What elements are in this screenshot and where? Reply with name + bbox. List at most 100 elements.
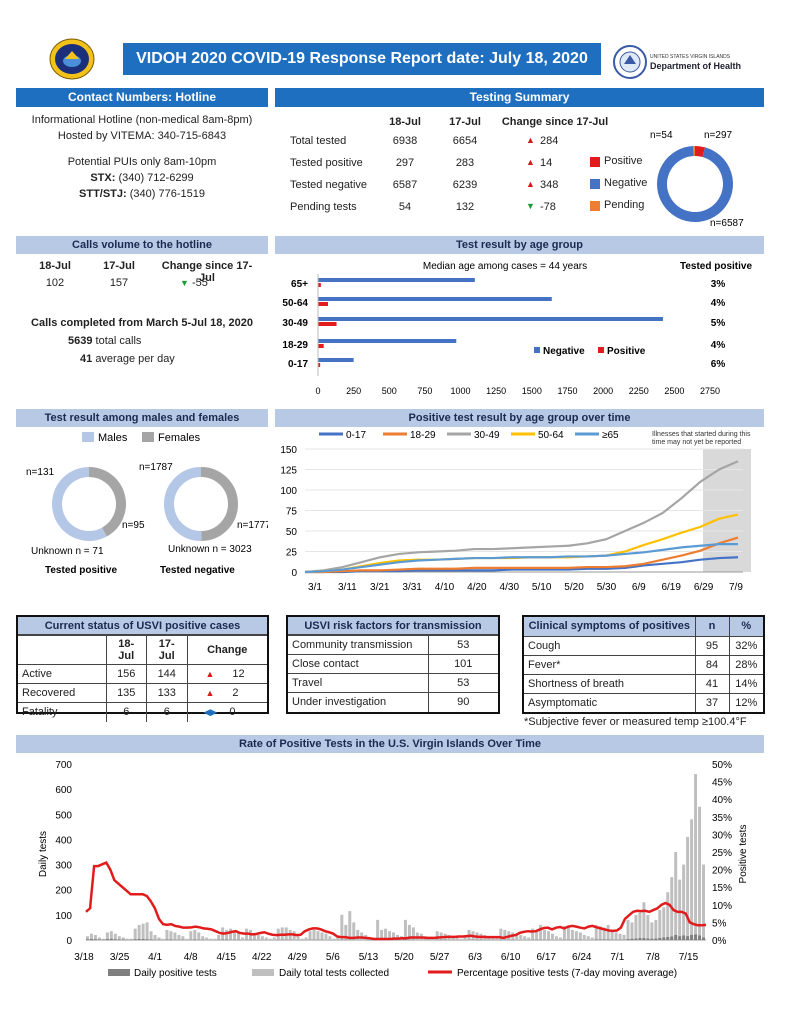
bar-total: [630, 922, 634, 940]
legend-label: ≥65: [602, 430, 619, 441]
pending-swatch: [590, 201, 600, 211]
y-tick-left: 0: [66, 936, 72, 947]
symptoms-footnote: *Subjective fever or measured temp ≥100.…: [524, 716, 747, 728]
bar-positive: [674, 934, 678, 940]
bar-total: [169, 931, 173, 940]
bar-total: [125, 938, 129, 940]
stx-label: STX:: [90, 172, 116, 184]
y-tick-label: 100: [280, 486, 297, 497]
calls-v1: 102: [45, 277, 65, 289]
table-cell: ▲ 12: [186, 664, 267, 684]
bar-total: [89, 933, 93, 940]
bar-total: [658, 909, 662, 940]
bar-total: [177, 934, 181, 940]
age-tick-label: 50-64: [282, 298, 308, 309]
table-cell: 6: [146, 702, 188, 722]
table-cell: 14%: [728, 673, 763, 694]
legend-label: 0-17: [346, 430, 366, 441]
series-line-2: [304, 460, 739, 574]
bar-positive: [225, 939, 229, 940]
table-cell: 95: [694, 635, 730, 656]
bar-total: [185, 938, 189, 940]
x-tick-label: 7/1: [610, 952, 624, 963]
legend-label: Positive: [604, 155, 643, 167]
legend-item-pending: Pending: [590, 199, 660, 221]
bar-total: [348, 911, 352, 940]
decrease-arrow-icon: ▼: [180, 278, 189, 288]
bar-positive: [109, 938, 113, 940]
bar-total: [121, 937, 125, 940]
x-tick-label: 3/21: [370, 582, 390, 593]
series-line-1: [305, 536, 739, 574]
positive-swatch: [598, 347, 604, 353]
x-tick-label: 6/10: [501, 952, 521, 963]
bar-positive: [642, 937, 646, 940]
neg-female-label: n=1777: [237, 520, 268, 531]
bar-positive: [145, 939, 149, 940]
donut-slice-negative: [657, 146, 733, 222]
bar-positive: [658, 937, 662, 940]
legend-negative: Negative: [543, 346, 585, 357]
status-title: Current status of USVI positive cases: [18, 617, 267, 635]
bar-positive: [686, 936, 690, 940]
bar-positive: [598, 939, 602, 940]
testing-row-v1: 6587: [392, 179, 418, 191]
calls-title: Calls volume to the hotline: [16, 236, 268, 254]
testing-title: Testing Summary: [275, 88, 764, 107]
bar-total: [129, 938, 133, 940]
legend-item-positive: Positive: [590, 155, 660, 177]
bar-positive: [638, 937, 642, 940]
x-tick-label: 4/30: [500, 582, 520, 593]
bar-total: [328, 936, 332, 940]
bar-positive: [318, 302, 328, 306]
bar-total: [229, 928, 233, 940]
bar-total: [316, 931, 320, 940]
increase-arrow-icon: ▲: [526, 179, 535, 189]
pos-female-label: n=95: [122, 520, 145, 531]
table-cell: 135: [105, 683, 147, 703]
y-tick-left: 200: [55, 886, 72, 897]
pos-age-time-title: Positive test result by age group over t…: [275, 409, 764, 427]
age-tick-label: 18-29: [282, 340, 308, 351]
bar-total: [137, 924, 141, 940]
bar-total: [415, 932, 419, 940]
bar-total: [93, 934, 97, 940]
testing-row-v2: 132: [455, 201, 475, 213]
x-tick-label: 7/15: [679, 952, 699, 963]
table-header-cell: 18-Jul: [105, 635, 147, 665]
legend-label: 18-29: [410, 430, 436, 441]
bar-positive: [169, 939, 173, 940]
x-tick-label: 5/20: [394, 952, 414, 963]
bar-total: [157, 937, 161, 940]
x-tick-label: 5/10: [532, 582, 552, 593]
bar-total: [320, 932, 324, 940]
x-tick-label: 3/1: [308, 582, 322, 593]
bar-total: [173, 932, 177, 940]
age-tick-label: 0-17: [288, 359, 308, 370]
bar-total: [356, 929, 360, 940]
bar-total: [574, 931, 578, 940]
stx-number: (340) 712-6299: [115, 172, 194, 184]
bar-total: [133, 928, 137, 940]
bar-positive: [626, 938, 630, 940]
x-tick-label: 5/6: [326, 952, 340, 963]
x-tick-label: 5/13: [359, 952, 379, 963]
x-tick-label: 6/19: [661, 582, 681, 593]
stt-number: (340) 776-1519: [126, 188, 205, 200]
bar-total: [149, 931, 153, 940]
bar-positive: [650, 938, 654, 940]
table-cell: Recovered: [18, 683, 107, 703]
testing-row-v2: 6654: [452, 135, 478, 147]
bar-total: [594, 924, 598, 940]
report-title: VIDOH 2020 COVID-19 Response Report date…: [123, 43, 601, 75]
bar-total: [252, 933, 256, 940]
hotline-info: Informational Hotline (non-medical 8am-8…: [16, 112, 268, 202]
bar-total: [411, 927, 415, 940]
testing-row: Pending tests 54 132 ▼ -78: [290, 198, 590, 220]
bar-total: [117, 936, 121, 940]
x-tick-label: 0: [315, 386, 320, 396]
bar-positive: [121, 939, 125, 940]
bar-positive: [193, 939, 197, 940]
age-legend: Negative Positive: [534, 346, 646, 357]
testing-row-label: Tested negative: [290, 179, 368, 191]
